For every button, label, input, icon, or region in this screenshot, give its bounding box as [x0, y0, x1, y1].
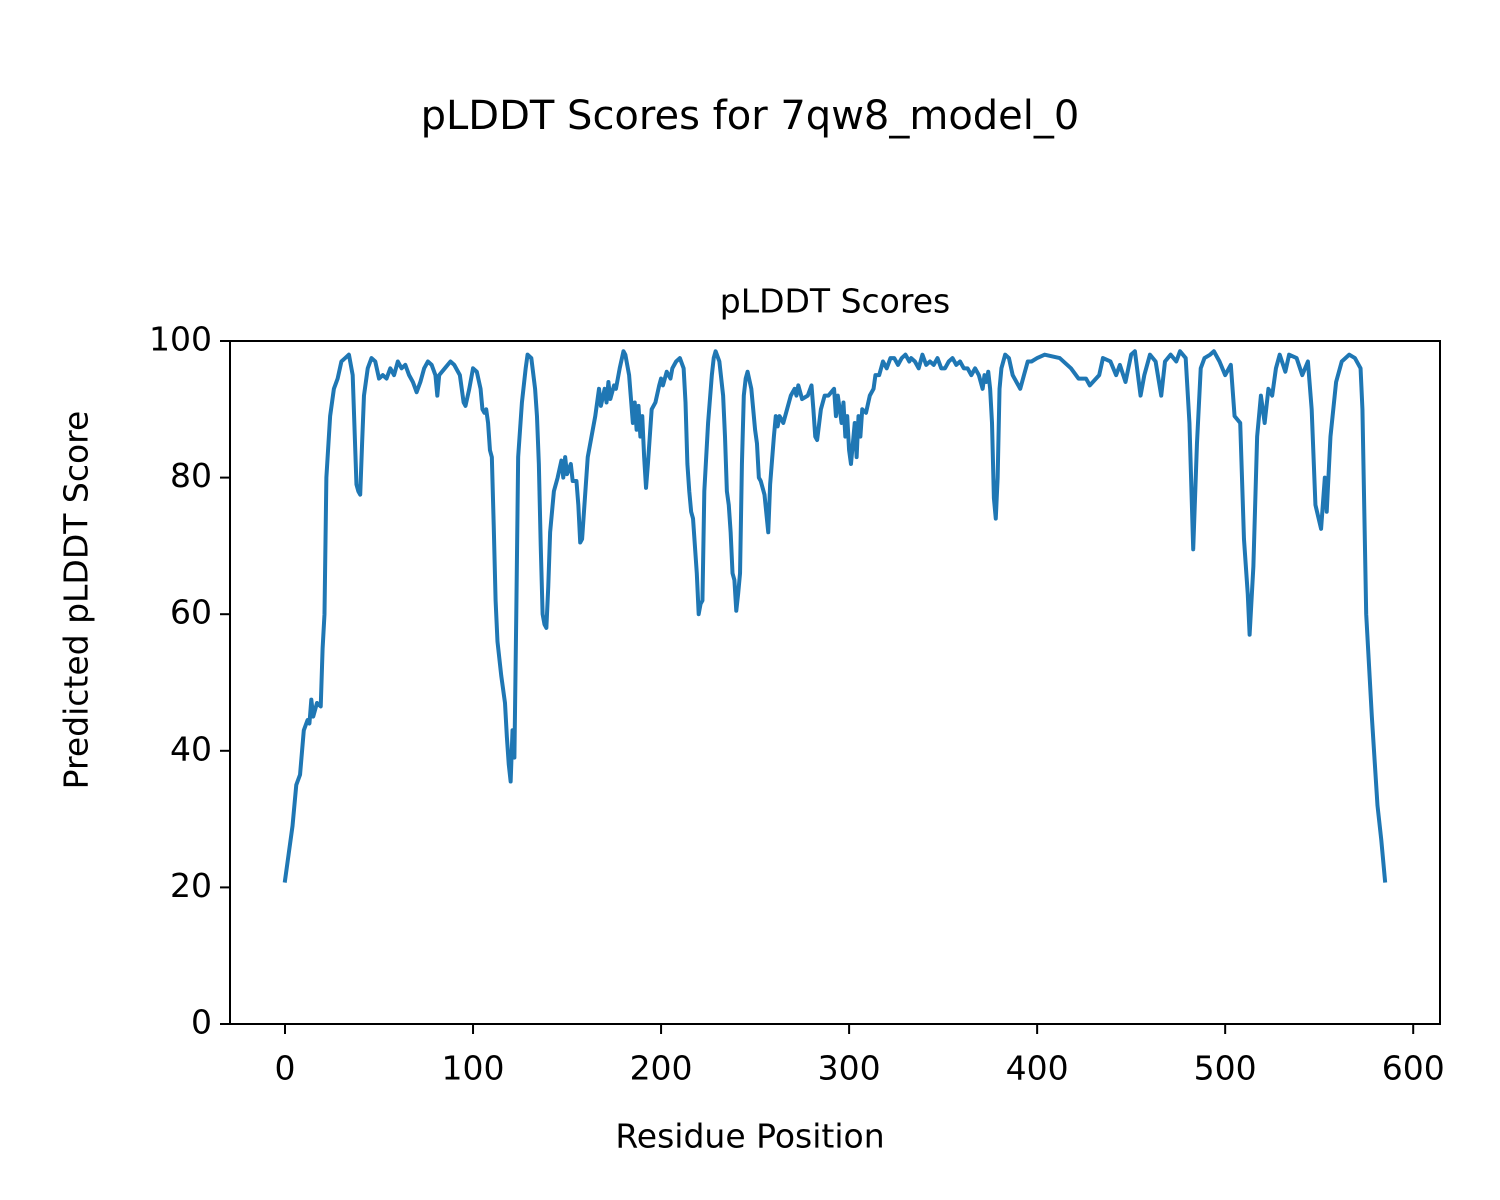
y-tick-label: 80	[170, 456, 212, 495]
y-tick-label: 0	[191, 1003, 212, 1042]
chart-subtitle: pLDDT Scores	[720, 282, 950, 321]
x-tick-label: 200	[630, 1049, 693, 1088]
x-tick-label: 600	[1382, 1049, 1445, 1088]
y-axis-label: Predicted pLDDT Score	[57, 411, 96, 790]
y-tick-label: 20	[170, 866, 212, 905]
x-tick-label: 300	[818, 1049, 881, 1088]
y-tick-label: 40	[170, 729, 212, 768]
y-tick-label: 60	[170, 593, 212, 632]
y-tick-label: 100	[149, 320, 212, 359]
chart-title: pLDDT Scores for 7qw8_model_0	[421, 93, 1080, 139]
data-line	[282, 349, 1388, 883]
x-tick-label: 100	[442, 1049, 505, 1088]
x-axis-label: Residue Position	[615, 1117, 884, 1156]
x-tick-label: 0	[275, 1049, 296, 1088]
plot-frame	[229, 340, 1441, 1025]
x-tick-label: 400	[1006, 1049, 1069, 1088]
x-tick-label: 500	[1194, 1049, 1257, 1088]
